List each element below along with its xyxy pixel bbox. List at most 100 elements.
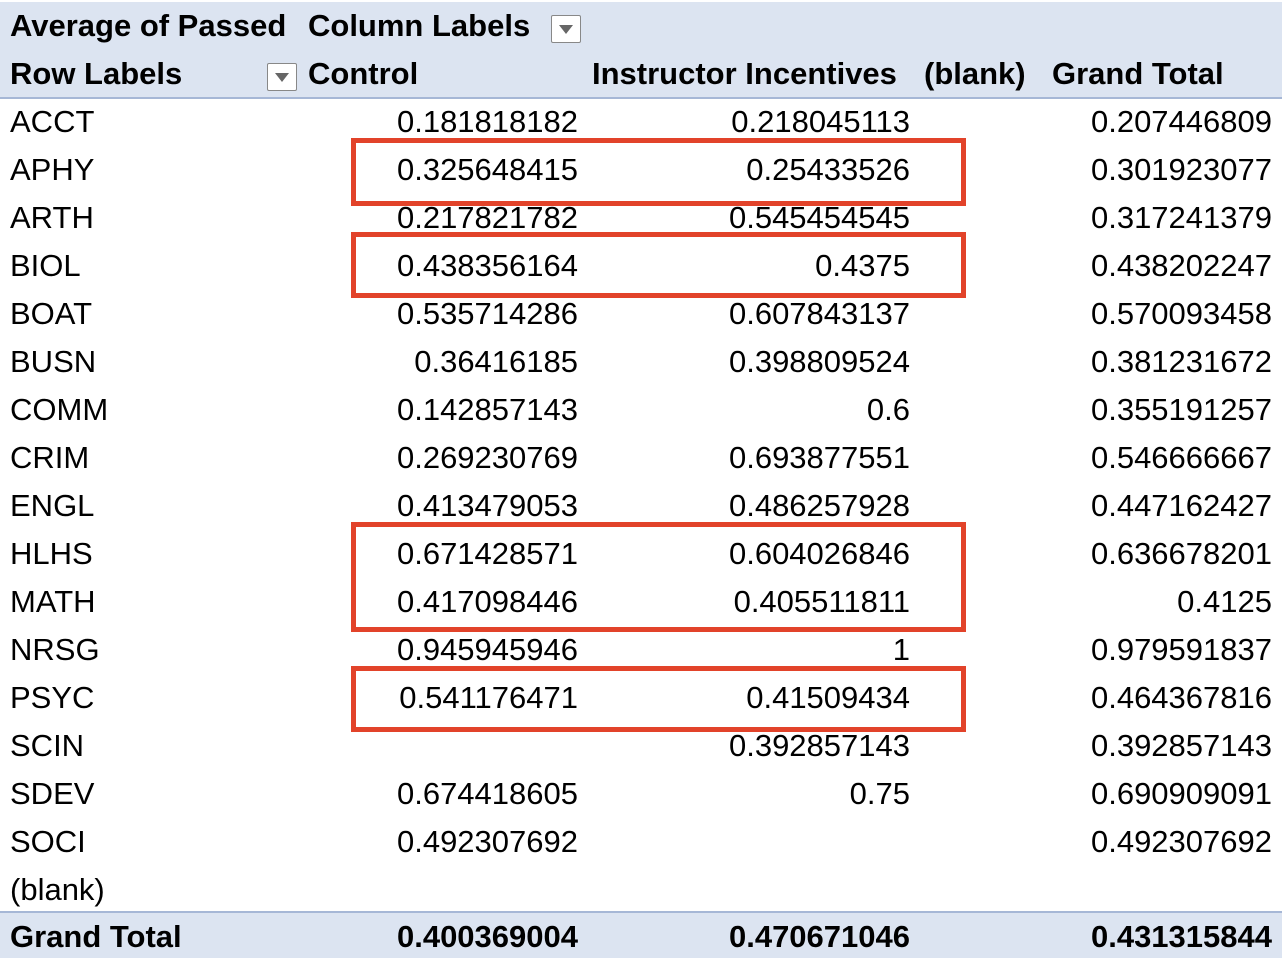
cell-grand-total[interactable]: 0.317241379 xyxy=(1090,200,1272,235)
cell-instructor-incentives[interactable]: 1 xyxy=(892,632,910,667)
cell-control[interactable]: 0.36416185 xyxy=(414,344,578,379)
cell-grand-total[interactable]: 0.301923077 xyxy=(1090,152,1272,187)
cell-grand-total[interactable]: 0.979591837 xyxy=(1090,632,1272,667)
grand-total-control[interactable]: 0.400369004 xyxy=(396,919,578,954)
table-row[interactable]: (blank) xyxy=(0,866,1282,914)
cell-instructor-incentives[interactable] xyxy=(590,866,910,914)
cell-instructor-incentives[interactable]: 0.6 xyxy=(866,392,910,427)
column-header-grand-total[interactable]: Grand Total xyxy=(1052,56,1224,91)
cell-instructor-incentives[interactable]: 0.75 xyxy=(849,776,910,811)
cell-grand-total[interactable]: 0.690909091 xyxy=(1090,776,1272,811)
cell-instructor-incentives[interactable]: 0.218045113 xyxy=(731,104,910,139)
cell-blank[interactable] xyxy=(920,482,1030,530)
cell-instructor-incentives[interactable] xyxy=(590,818,910,866)
cell-control[interactable]: 0.269230769 xyxy=(396,440,578,475)
row-labels-filter-dropdown-icon[interactable] xyxy=(267,63,297,91)
row-label[interactable]: COMM xyxy=(10,392,109,427)
table-row[interactable]: SOCI 0.492307692 0.492307692 xyxy=(0,818,1282,866)
table-row[interactable]: SDEV 0.674418605 0.75 0.690909091 xyxy=(0,770,1282,818)
column-labels-header[interactable]: Column Labels xyxy=(308,8,531,43)
grand-total-label[interactable]: Grand Total xyxy=(10,919,182,954)
table-row[interactable]: APHY 0.325648415 0.25433526 0.301923077 xyxy=(0,146,1282,194)
row-label[interactable]: ARTH xyxy=(10,200,94,235)
cell-grand-total[interactable]: 0.492307692 xyxy=(1090,824,1272,859)
cell-blank[interactable] xyxy=(920,146,1030,194)
cell-instructor-incentives[interactable]: 0.25433526 xyxy=(746,152,910,187)
cell-grand-total[interactable]: 0.438202247 xyxy=(1090,248,1272,283)
cell-control[interactable]: 0.417098446 xyxy=(396,584,578,619)
row-label[interactable]: (blank) xyxy=(10,872,105,907)
cell-instructor-incentives[interactable]: 0.693877551 xyxy=(728,440,910,475)
cell-control[interactable]: 0.671428571 xyxy=(396,536,578,571)
table-row[interactable]: ENGL 0.413479053 0.486257928 0.447162427 xyxy=(0,482,1282,530)
column-header-control[interactable]: Control xyxy=(308,56,419,91)
cell-instructor-incentives[interactable]: 0.4375 xyxy=(815,248,910,283)
cell-blank[interactable] xyxy=(920,722,1030,770)
table-row[interactable]: COMM 0.142857143 0.6 0.355191257 xyxy=(0,386,1282,434)
cell-grand-total[interactable]: 0.447162427 xyxy=(1090,488,1272,523)
row-label[interactable]: NRSG xyxy=(10,632,100,667)
grand-total-row[interactable]: Grand Total 0.400369004 0.470671046 0.43… xyxy=(0,913,1282,958)
cell-grand-total[interactable]: 0.207446809 xyxy=(1090,104,1272,139)
cell-grand-total[interactable]: 0.4125 xyxy=(1177,584,1272,619)
table-row[interactable]: ARTH 0.217821782 0.545454545 0.317241379 xyxy=(0,194,1282,242)
cell-blank[interactable] xyxy=(920,674,1030,722)
cell-blank[interactable] xyxy=(920,866,1030,914)
cell-control[interactable]: 0.217821782 xyxy=(396,200,578,235)
cell-control[interactable]: 0.325648415 xyxy=(396,152,578,187)
row-label[interactable]: CRIM xyxy=(10,440,90,475)
cell-instructor-incentives[interactable]: 0.398809524 xyxy=(728,344,910,379)
cell-control[interactable] xyxy=(300,866,578,914)
grand-total-blank[interactable] xyxy=(920,913,1030,961)
table-row[interactable]: ACCT 0.181818182 0.218045113 0.207446809 xyxy=(0,98,1282,146)
cell-blank[interactable] xyxy=(920,626,1030,674)
cell-control[interactable]: 0.413479053 xyxy=(396,488,578,523)
cell-control[interactable]: 0.181818182 xyxy=(396,104,578,139)
cell-blank[interactable] xyxy=(920,242,1030,290)
cell-blank[interactable] xyxy=(920,770,1030,818)
cell-grand-total[interactable]: 0.636678201 xyxy=(1090,536,1272,571)
row-label[interactable]: ACCT xyxy=(10,104,95,139)
cell-control[interactable]: 0.535714286 xyxy=(396,296,578,331)
table-row[interactable]: HLHS 0.671428571 0.604026846 0.636678201 xyxy=(0,530,1282,578)
row-label[interactable]: SCIN xyxy=(10,728,85,763)
row-label[interactable]: MATH xyxy=(10,584,96,619)
table-row[interactable]: CRIM 0.269230769 0.693877551 0.546666667 xyxy=(0,434,1282,482)
table-row[interactable]: SCIN 0.392857143 0.392857143 xyxy=(0,722,1282,770)
cell-grand-total[interactable] xyxy=(1040,866,1272,914)
cell-blank[interactable] xyxy=(920,434,1030,482)
row-label[interactable]: BOAT xyxy=(10,296,93,331)
column-header-instructor-incentives[interactable]: Instructor Incentives xyxy=(592,56,897,91)
cell-instructor-incentives[interactable]: 0.607843137 xyxy=(728,296,910,331)
cell-grand-total[interactable]: 0.355191257 xyxy=(1090,392,1272,427)
cell-blank[interactable] xyxy=(920,338,1030,386)
cell-instructor-incentives[interactable]: 0.486257928 xyxy=(728,488,910,523)
cell-grand-total[interactable]: 0.392857143 xyxy=(1090,728,1272,763)
cell-blank[interactable] xyxy=(920,578,1030,626)
cell-grand-total[interactable]: 0.570093458 xyxy=(1090,296,1272,331)
cell-control[interactable]: 0.541176471 xyxy=(399,680,578,715)
grand-total-instructor[interactable]: 0.470671046 xyxy=(728,919,910,954)
cell-control[interactable]: 0.945945946 xyxy=(396,632,578,667)
cell-instructor-incentives[interactable]: 0.604026846 xyxy=(728,536,910,571)
row-label[interactable]: ENGL xyxy=(10,488,95,523)
cell-instructor-incentives[interactable]: 0.392857143 xyxy=(728,728,910,763)
cell-grand-total[interactable]: 0.381231672 xyxy=(1090,344,1272,379)
column-header-blank[interactable]: (blank) xyxy=(924,56,1026,91)
row-label[interactable]: APHY xyxy=(10,152,95,187)
row-label[interactable]: BIOL xyxy=(10,248,81,283)
cell-instructor-incentives[interactable]: 0.545454545 xyxy=(728,200,910,235)
table-row[interactable]: BOAT 0.535714286 0.607843137 0.570093458 xyxy=(0,290,1282,338)
row-label[interactable]: PSYC xyxy=(10,680,95,715)
value-field-label[interactable]: Average of Passed xyxy=(10,8,287,43)
cell-control[interactable]: 0.492307692 xyxy=(396,824,578,859)
table-row[interactable]: BUSN 0.36416185 0.398809524 0.381231672 xyxy=(0,338,1282,386)
cell-grand-total[interactable]: 0.464367816 xyxy=(1090,680,1272,715)
table-row[interactable]: NRSG 0.945945946 1 0.979591837 xyxy=(0,626,1282,674)
grand-total-grand[interactable]: 0.431315844 xyxy=(1090,919,1272,954)
cell-blank[interactable] xyxy=(920,386,1030,434)
cell-blank[interactable] xyxy=(920,818,1030,866)
cell-blank[interactable] xyxy=(920,194,1030,242)
table-row[interactable]: MATH 0.417098446 0.405511811 0.4125 xyxy=(0,578,1282,626)
table-row[interactable]: PSYC 0.541176471 0.41509434 0.464367816 xyxy=(0,674,1282,722)
